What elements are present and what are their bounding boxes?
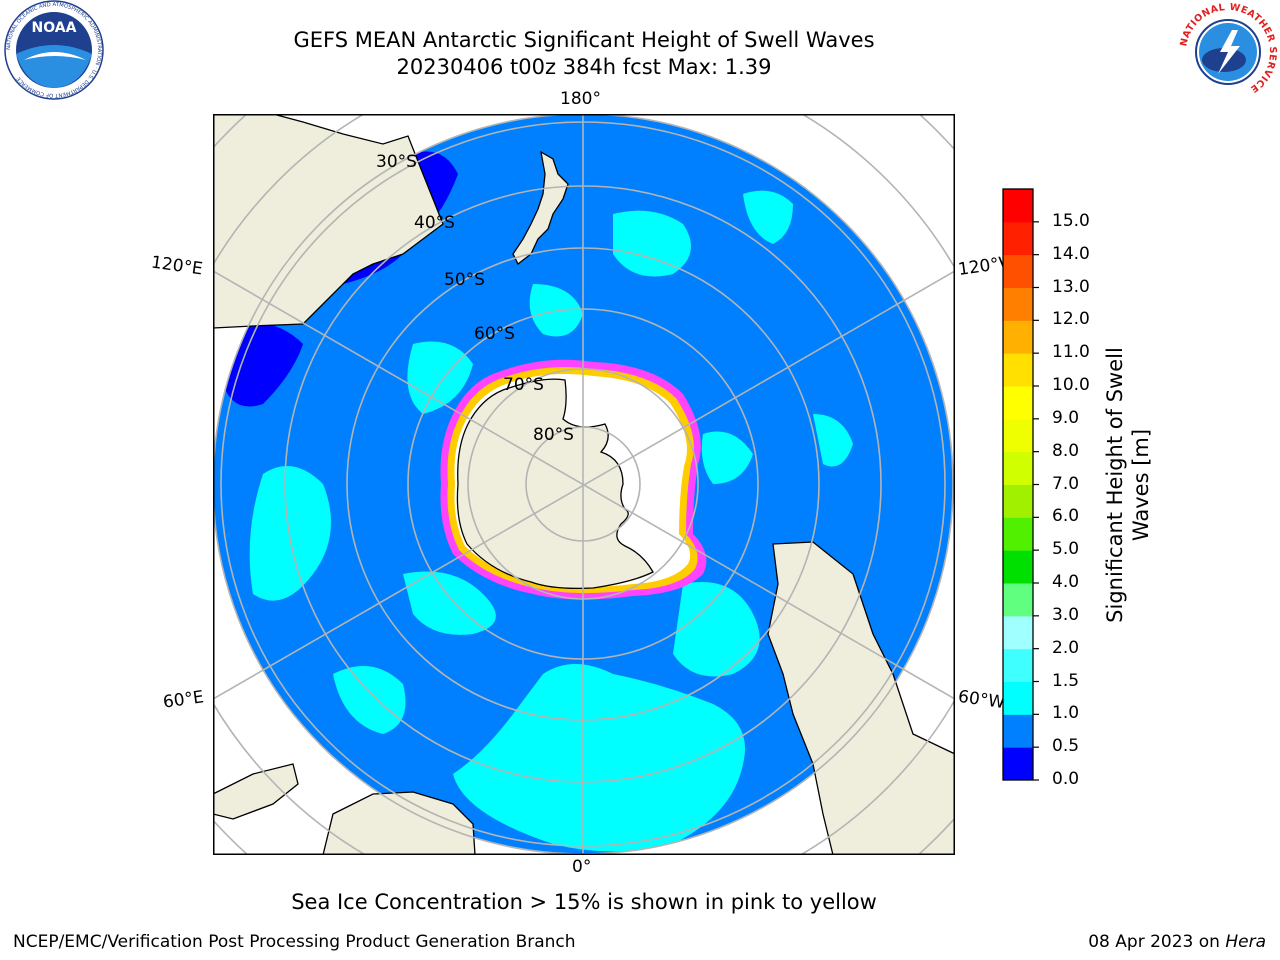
meridian-label-120e: 120°E [149,252,204,280]
noaa-logo-text: NOAA [32,20,77,36]
polar-map [213,114,955,855]
colorbar-swatch [1003,714,1033,748]
latitude-label: 30°S [376,152,417,172]
chart-title: GEFS MEAN Antarctic Significant Height o… [293,28,875,52]
colorbar-title: Significant Height of Swell Waves [m] [1102,325,1154,645]
colorbar-tick-label: 8.0 [1052,440,1080,461]
noaa-logo: NOAA NATIONAL OCEANIC AND ATMOSPHERIC AD… [4,0,104,100]
colorbar-swatch [1003,254,1033,288]
colorbar-tick-label: 0.0 [1052,769,1080,789]
colorbar-swatch [1003,287,1033,321]
chart-subtitle: 20230406 t00z 384h fcst Max: 1.39 [396,55,772,79]
colorbar-tick-label: 13.0 [1052,276,1090,297]
colorbar-swatch [1003,517,1033,551]
colorbar-tick-label: 11.0 [1052,342,1090,363]
swell-patches-1-5m [249,190,853,852]
colorbar-swatch [1003,484,1033,518]
footer-credit: NCEP/EMC/Verification Post Processing Pr… [13,932,576,952]
colorbar-swatch [1003,550,1033,584]
latitude-label: 60°S [474,324,515,344]
colorbar-tick-label: 1.0 [1052,703,1080,724]
meridian-label-0: 0° [572,857,592,877]
colorbar-swatch [1003,747,1033,781]
graticule [213,114,955,855]
meridian-label-60e: 60°E [161,687,206,713]
colorbar-swatch [1003,681,1033,715]
colorbar-tick-label: 6.0 [1052,506,1080,527]
colorbar-swatch [1003,615,1033,650]
colorbar-tick-label: 4.0 [1052,572,1080,592]
colorbar-swatch [1003,583,1033,617]
colorbar-swatch [1003,386,1033,420]
colorbar-tick-label: 15.0 [1052,210,1090,231]
latitude-label: 80°S [533,425,574,445]
latitude-label: 50°S [444,270,485,290]
colorbar-tick-label: 10.0 [1052,375,1090,395]
colorbar-swatch [1003,320,1033,354]
colorbar-tick-label: 14.0 [1052,243,1090,264]
meridian-label-60w: 60°W [956,686,1007,714]
footer-date: 08 Apr 2023 on Hera [1088,932,1266,952]
colorbar-tick-label: 1.5 [1052,670,1080,691]
colorbar-tick-label: 7.0 [1052,473,1080,494]
colorbar-tick-label: 9.0 [1052,407,1080,428]
colorbar-title-line1: Significant Height of Swell [1103,347,1127,623]
colorbar-tick-label: 5.0 [1052,539,1080,560]
latitude-label: 40°S [414,213,455,233]
colorbar-title-line2: Waves [m] [1129,428,1153,542]
colorbar-swatch [1003,451,1033,485]
colorbar-tick-label: 3.0 [1052,604,1080,625]
meridian-label-180: 180° [560,89,601,109]
colorbar-swatch [1003,189,1033,223]
colorbar [1002,188,1039,781]
colorbar-swatch [1003,648,1033,682]
colorbar-swatch [1003,418,1033,453]
nws-logo: NATIONAL WEATHER SERVICE [1178,2,1278,100]
footer-date-text: 08 Apr 2023 on [1088,932,1226,952]
colorbar-swatch [1003,221,1033,256]
map-frame [213,114,955,855]
colorbar-swatch [1003,353,1033,387]
colorbar-tick-label: 0.5 [1052,736,1080,757]
colorbar-tick-label: 2.0 [1052,637,1080,658]
latitude-label: 70°S [503,375,544,395]
map-caption: Sea Ice Concentration > 15% is shown in … [291,890,877,914]
footer-host: Hera [1225,932,1266,952]
colorbar-tick-label: 12.0 [1052,309,1090,330]
